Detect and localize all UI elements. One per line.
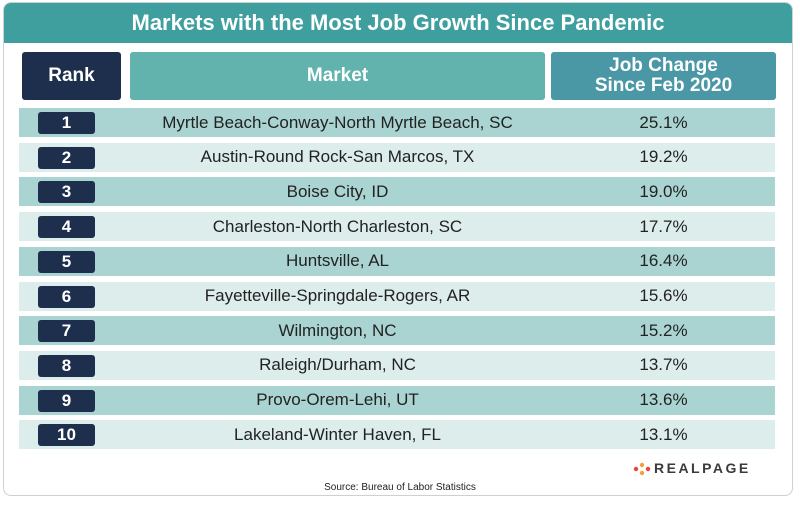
rank-badge: 9 — [38, 389, 95, 412]
market-name: Raleigh/Durham, NC — [259, 355, 416, 375]
job-change: 13.1% — [639, 424, 688, 444]
table-row: 5 Huntsville, AL 16.4% — [19, 246, 775, 276]
job-change: 17.7% — [639, 216, 688, 236]
market-name: Boise City, ID — [286, 181, 389, 201]
table-row: 7 Wilmington, NC 15.2% — [19, 316, 775, 346]
table-row: 6 Fayetteville-Springdale-Rogers, AR 15.6% — [19, 281, 775, 311]
job-change: 15.2% — [639, 320, 688, 340]
table-row: 9 Provo-Orem-Lehi, UT 13.6% — [19, 385, 775, 415]
logo-mark — [633, 462, 651, 476]
table-row: 2 Austin-Round Rock-San Marcos, TX 19.2% — [19, 142, 775, 172]
rank-badge: 10 — [38, 424, 95, 447]
column-header: Job Change Since Feb 2020 — [551, 52, 776, 100]
rank-badge: 7 — [38, 320, 95, 343]
column-header: Rank — [22, 52, 121, 100]
market-name: Austin-Round Rock-San Marcos, TX — [200, 147, 475, 167]
market-name: Charleston-North Charleston, SC — [212, 216, 463, 236]
market-name: Fayetteville-Springdale-Rogers, AR — [204, 286, 471, 305]
rank-badge: 6 — [38, 285, 95, 308]
job-change: 25.1% — [639, 112, 688, 132]
source: Source: Bureau of Labor Statistics — [324, 482, 476, 493]
rank-badge: 2 — [38, 146, 95, 169]
table-row: 8 Raleigh/Durham, NC 13.7% — [19, 350, 775, 380]
table-row: 1 Myrtle Beach-Conway-North Myrtle Beach,… — [19, 108, 775, 137]
market-name: Huntsville, AL — [286, 251, 389, 271]
rank-badge: 5 — [38, 250, 95, 273]
rank-badge: 3 — [38, 181, 95, 204]
rank-badge: 1 — [38, 112, 95, 134]
column-header-line: Since Feb 2020 — [594, 75, 733, 96]
column-header-line: Job Change — [609, 55, 718, 76]
market-name: Wilmington, NC — [278, 320, 397, 340]
job-change: 13.7% — [639, 355, 688, 375]
card: Markets with the Most Job Growth Since P… — [3, 2, 793, 496]
job-change: 16.4% — [639, 251, 688, 271]
column-header: Market — [130, 52, 545, 100]
rank-badge: 4 — [38, 216, 95, 239]
market-name: Lakeland-Winter Haven, FL — [234, 424, 441, 444]
job-change: 13.6% — [639, 390, 688, 410]
job-change: 19.0% — [639, 181, 688, 201]
rank-badge: 8 — [38, 354, 95, 377]
title: Markets with the Most Job Growth Since P… — [4, 3, 792, 43]
logo: REALPAGE — [654, 460, 751, 476]
table-row: 10 Lakeland-Winter Haven, FL 13.1% — [19, 420, 775, 450]
job-change: 15.6% — [639, 286, 688, 305]
market-name: Myrtle Beach-Conway-North Myrtle Beach, … — [162, 112, 513, 132]
job-change: 19.2% — [639, 147, 688, 167]
table-row: 3 Boise City, ID 19.0% — [19, 177, 775, 207]
market-name: Provo-Orem-Lehi, UT — [256, 390, 419, 410]
table-row: 4 Charleston-North Charleston, SC 17.7% — [19, 212, 775, 242]
